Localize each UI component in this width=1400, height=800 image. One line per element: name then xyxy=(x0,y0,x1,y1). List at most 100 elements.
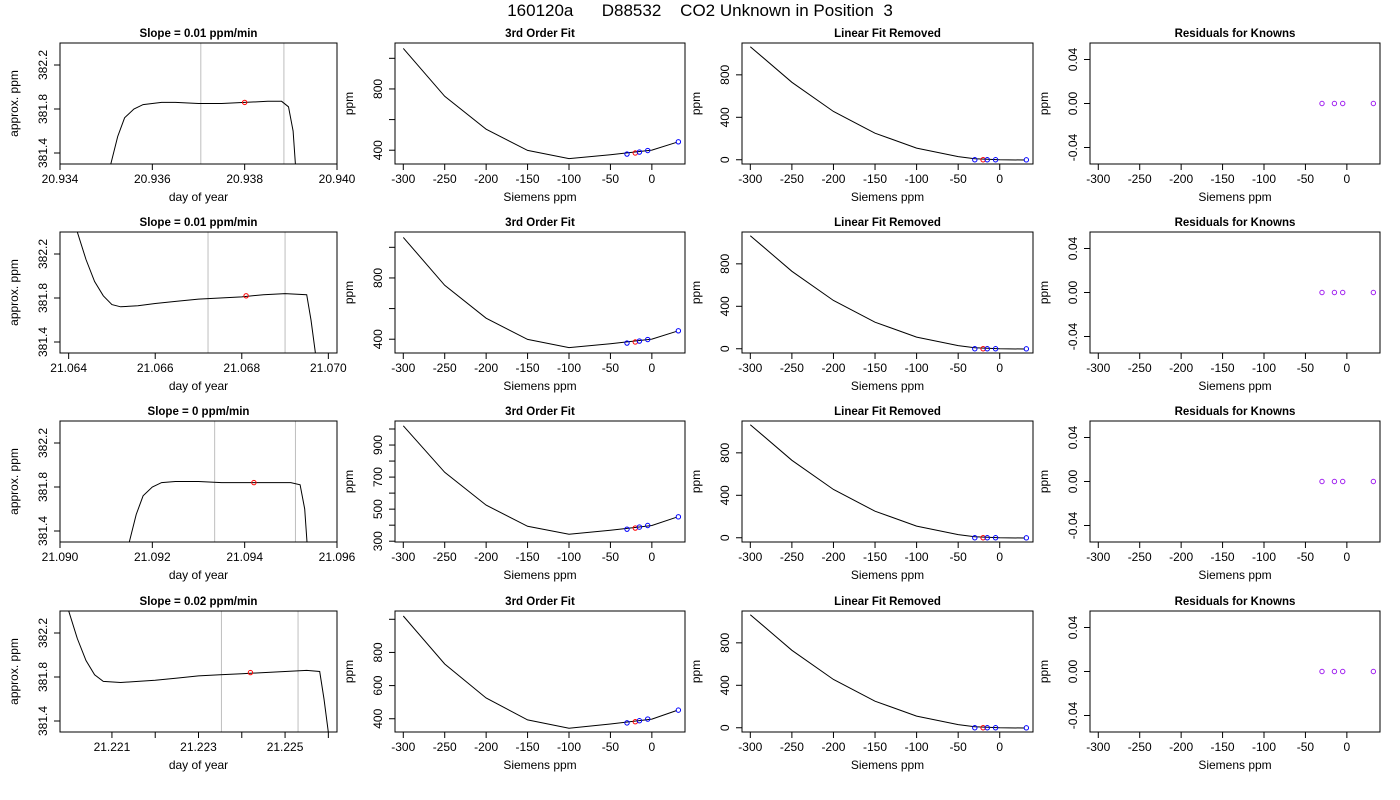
y-tick-label: 800 xyxy=(371,79,385,99)
x-tick-label: -300 xyxy=(391,550,415,564)
y-axis-label: approx. ppm xyxy=(7,70,21,137)
y-tick-label: 381.8 xyxy=(36,283,50,313)
x-tick-label: 21.096 xyxy=(319,550,356,564)
x-tick-label: -250 xyxy=(1128,172,1152,186)
data-point xyxy=(1331,668,1338,675)
panel-1-4: Residuals for Knowns -300 -250 -200 -150 -100… xyxy=(1037,28,1381,204)
data-point xyxy=(636,718,643,724)
x-tick-label: -100 xyxy=(557,740,581,754)
x-axis-label: Siemens ppm xyxy=(851,190,924,204)
y-tick-label: 0.04 xyxy=(1066,615,1080,639)
x-axis-label: day of year xyxy=(169,379,228,393)
panel-3-4: Residuals for Knowns -300 -250 -200 -150 -100… xyxy=(1037,406,1381,582)
y-tick-label: 900 xyxy=(371,435,385,455)
x-tick-label: -300 xyxy=(391,740,415,754)
x-tick-label: -300 xyxy=(1086,550,1110,564)
x-tick-label: -150 xyxy=(516,740,540,754)
y-axis-label: approx. ppm xyxy=(7,259,21,326)
x-tick-label: 20.938 xyxy=(226,172,263,186)
data-point xyxy=(675,707,682,713)
plot-frame xyxy=(59,42,338,165)
panel-4-4: Residuals for Knowns -300 -250 -200 -150 -100… xyxy=(1037,596,1381,772)
panel-title: 3rd Order Fit xyxy=(505,28,575,40)
panel-3-1: Slope = 0 ppm/min 21.090 21.092 21.094 21.09… xyxy=(7,406,356,582)
x-tick-label: 21.064 xyxy=(50,361,87,375)
y-tick-label: 400 xyxy=(718,675,732,695)
y-tick-label: 0.00 xyxy=(1066,280,1080,304)
y-tick-label: 400 xyxy=(371,708,385,728)
y-tick-label: 500 xyxy=(371,499,385,519)
y-tick-label: 400 xyxy=(718,485,732,505)
x-tick-label: -150 xyxy=(1211,740,1235,754)
x-tick-label: -50 xyxy=(1297,550,1315,564)
x-tick-label: -50 xyxy=(949,740,967,754)
y-tick-label: 381.8 xyxy=(36,472,50,502)
x-axis-label: day of year xyxy=(169,568,228,582)
series-line xyxy=(402,48,677,160)
x-tick-label: 0 xyxy=(649,550,656,564)
x-tick-label: -300 xyxy=(738,550,762,564)
data-point xyxy=(1023,346,1030,352)
x-tick-label: -100 xyxy=(557,550,581,564)
panel-title: Slope = 0.02 ppm/min xyxy=(140,596,258,608)
x-tick-label: 0 xyxy=(996,740,1003,754)
x-tick-label: 21.221 xyxy=(94,740,131,754)
data-point xyxy=(1331,478,1338,485)
y-tick-label: 800 xyxy=(718,633,732,653)
panel-3-2: 3rd Order Fit -300 -250 -200 -150 -100 -50 0 300… xyxy=(342,406,686,582)
x-tick-label: -50 xyxy=(602,172,620,186)
plot-frame xyxy=(741,610,1034,733)
x-tick-label: -200 xyxy=(1169,172,1193,186)
data-point xyxy=(624,720,630,726)
series-line xyxy=(128,481,308,542)
panel-4-2: 3rd Order Fit -300 -250 -200 -150 -100 -50 0 400… xyxy=(342,596,686,772)
data-point xyxy=(1319,478,1325,485)
y-tick-label: 400 xyxy=(718,107,732,127)
x-tick-label: -300 xyxy=(1086,172,1110,186)
y-tick-label: 400 xyxy=(371,329,385,349)
x-tick-label: -200 xyxy=(1169,361,1193,375)
x-tick-label: -100 xyxy=(1252,740,1276,754)
x-tick-label: 20.936 xyxy=(134,172,171,186)
x-tick-label: 20.934 xyxy=(42,172,79,186)
y-axis-label: ppm xyxy=(1037,660,1051,683)
x-tick-label: -200 xyxy=(821,172,845,186)
plot-frame xyxy=(394,610,686,733)
x-tick-label: -50 xyxy=(602,550,620,564)
plot-frame xyxy=(59,610,338,733)
data-point xyxy=(624,340,630,346)
panel-title: Linear Fit Removed xyxy=(834,406,941,418)
data-point xyxy=(645,522,651,529)
series-line xyxy=(110,100,296,164)
data-point xyxy=(1370,478,1377,485)
x-tick-label: -100 xyxy=(557,172,581,186)
data-point xyxy=(1023,157,1030,163)
data-point xyxy=(992,535,999,541)
panel-1-3: Linear Fit Removed -300 -250 -200 -150 -100 -5… xyxy=(689,28,1034,204)
x-tick-label: -100 xyxy=(1252,361,1276,375)
x-axis-label: Siemens ppm xyxy=(1198,190,1271,204)
x-tick-label: 21.223 xyxy=(180,740,217,754)
x-tick-label: -200 xyxy=(821,740,845,754)
plot-frame xyxy=(394,420,686,543)
series-line xyxy=(749,46,1025,161)
panel-2-4: Residuals for Knowns -300 -250 -200 -150 -100… xyxy=(1037,217,1381,393)
y-axis-label: ppm xyxy=(689,660,703,683)
y-tick-label: 700 xyxy=(371,467,385,487)
x-tick-label: -300 xyxy=(1086,361,1110,375)
panel-4-3: Linear Fit Removed -300 -250 -200 -150 -100 -5… xyxy=(689,596,1034,772)
plot-frame xyxy=(394,231,686,354)
x-axis-label: day of year xyxy=(169,190,228,204)
x-tick-label: -250 xyxy=(780,361,804,375)
x-tick-label: -150 xyxy=(516,550,540,564)
x-tick-label: -150 xyxy=(1211,361,1235,375)
data-point xyxy=(251,479,257,486)
panel-2-2: 3rd Order Fit -300 -250 -200 -150 -100 -50 0 400… xyxy=(342,217,686,393)
series-line xyxy=(749,424,1025,539)
series-line xyxy=(402,237,677,349)
y-tick-label: 381.4 xyxy=(36,516,50,546)
panel-title: Residuals for Knowns xyxy=(1175,28,1296,40)
x-tick-label: -100 xyxy=(905,172,929,186)
x-axis-label: Siemens ppm xyxy=(1198,758,1271,772)
data-point xyxy=(972,157,978,163)
